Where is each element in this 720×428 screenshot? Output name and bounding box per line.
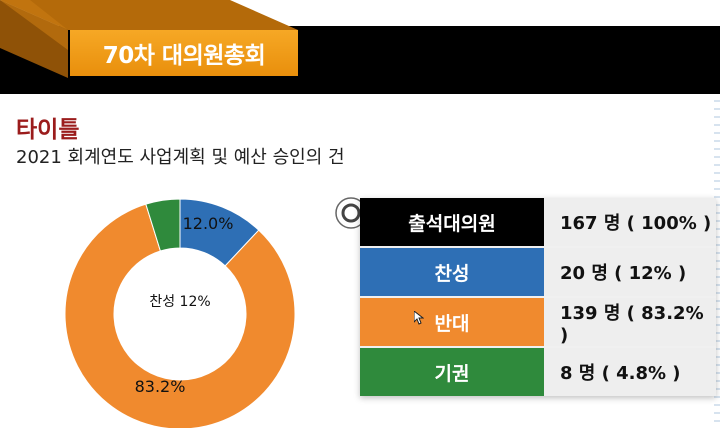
- row-value: 20 명 ( 12% ): [544, 248, 716, 296]
- row-value: 139 명 ( 83.2% ): [544, 298, 716, 346]
- vote-result-table: 출석대의원 167 명 ( 100% ) 찬성 20 명 ( 12% ) 반대 …: [360, 198, 716, 396]
- header-decoration: [0, 0, 298, 78]
- vote-donut-chart: 12.0% 83.2% 찬성 12%: [64, 198, 296, 428]
- donut-center-label: 찬성 12%: [149, 294, 210, 310]
- donut-slice-abstain: [145, 198, 181, 252]
- agenda-subtitle: 2021 회계연도 사업계획 및 예산 승인의 건: [16, 147, 345, 168]
- table-row-oppose: 반대 139 명 ( 83.2% ): [360, 298, 716, 346]
- row-label: 출석대의원: [360, 198, 544, 246]
- table-row-attendance: 출석대의원 167 명 ( 100% ): [360, 198, 716, 246]
- table-row-approve: 찬성 20 명 ( 12% ): [360, 248, 716, 296]
- table-row-abstain: 기권 8 명 ( 4.8% ): [360, 348, 716, 396]
- row-value: 167 명 ( 100% ): [544, 198, 716, 246]
- section-label: 타이틀: [16, 117, 80, 143]
- mouse-cursor-icon: [414, 311, 424, 325]
- row-label: 찬성: [360, 248, 544, 296]
- slice-label-oppose: 83.2%: [135, 377, 186, 396]
- row-value: 8 명 ( 4.8% ): [544, 348, 716, 396]
- donut-slice-oppose: [64, 203, 296, 428]
- side-edge: [714, 94, 720, 428]
- row-label: 반대: [360, 298, 544, 346]
- slice-label-approve: 12.0%: [183, 214, 234, 233]
- page-title: 70차 대의원총회: [70, 30, 298, 76]
- row-label: 기권: [360, 348, 544, 396]
